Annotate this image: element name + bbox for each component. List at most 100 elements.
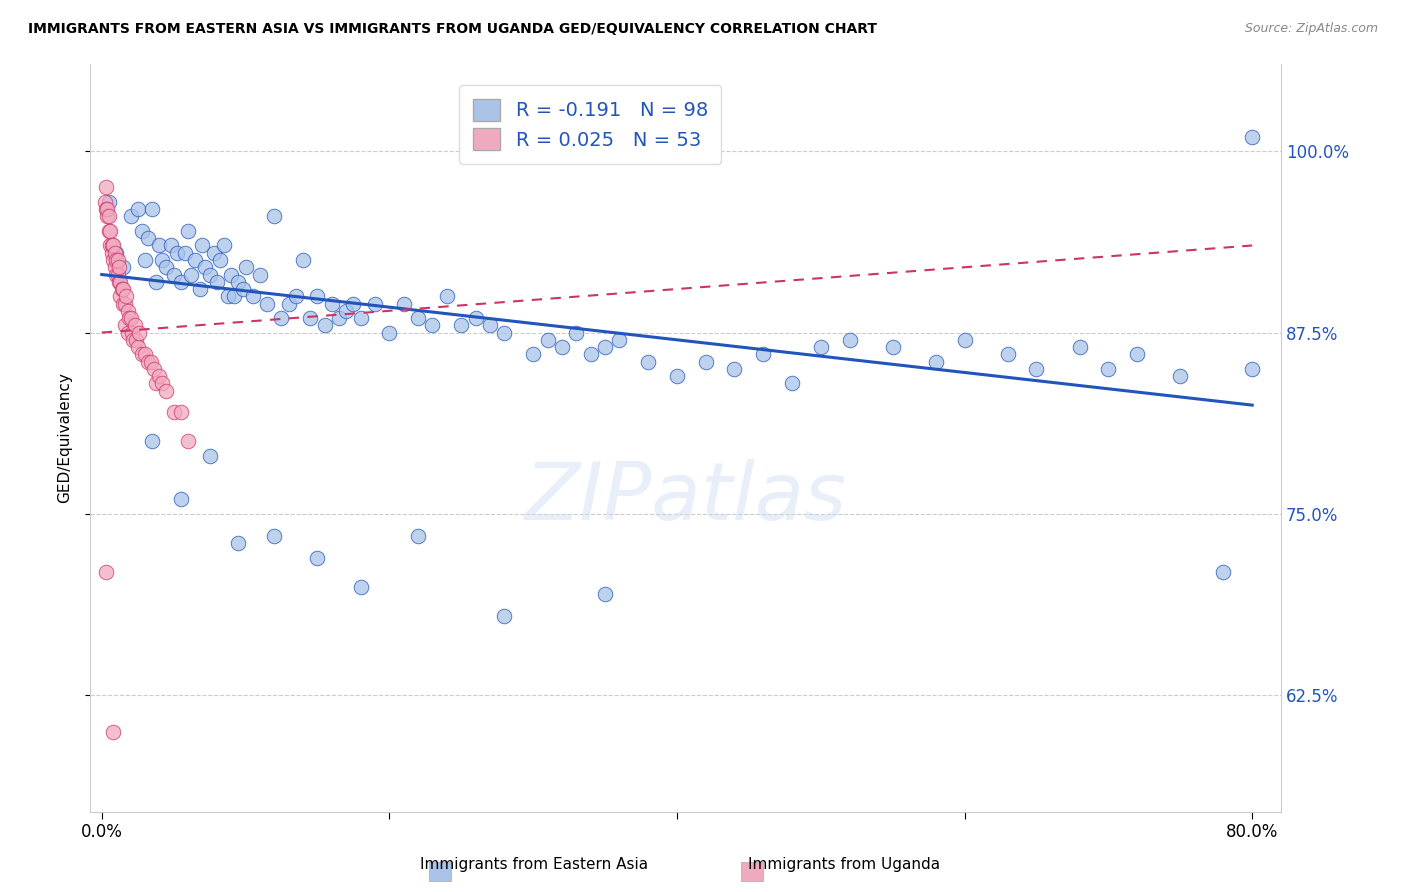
Point bbox=[695, 354, 717, 368]
Point bbox=[810, 340, 832, 354]
Point bbox=[155, 260, 177, 275]
Point bbox=[104, 245, 127, 260]
Point bbox=[103, 238, 125, 252]
Point bbox=[202, 245, 225, 260]
Point bbox=[242, 289, 264, 303]
Text: IMMIGRANTS FROM EASTERN ASIA VS IMMIGRANTS FROM UGANDA GED/EQUIVALENCY CORRELATI: IMMIGRANTS FROM EASTERN ASIA VS IMMIGRAN… bbox=[28, 22, 877, 37]
Point bbox=[953, 333, 976, 347]
Point bbox=[141, 202, 163, 217]
Point bbox=[115, 289, 138, 303]
Point bbox=[112, 260, 135, 275]
Point bbox=[882, 340, 904, 354]
Point bbox=[378, 326, 401, 340]
Point bbox=[117, 303, 139, 318]
Point bbox=[292, 252, 315, 267]
Point bbox=[110, 289, 132, 303]
Point bbox=[222, 289, 245, 303]
Point bbox=[637, 354, 659, 368]
Point bbox=[1025, 362, 1047, 376]
Point bbox=[335, 303, 357, 318]
Point bbox=[105, 252, 128, 267]
Point bbox=[342, 296, 364, 310]
Point bbox=[96, 202, 118, 217]
Point bbox=[1069, 340, 1091, 354]
Point bbox=[392, 296, 415, 310]
Point bbox=[217, 289, 239, 303]
Point bbox=[177, 224, 200, 238]
Point bbox=[125, 333, 148, 347]
Point bbox=[150, 252, 173, 267]
Point bbox=[249, 268, 271, 282]
Point bbox=[142, 362, 165, 376]
Text: Source: ZipAtlas.com: Source: ZipAtlas.com bbox=[1244, 22, 1378, 36]
Point bbox=[997, 347, 1019, 361]
Point bbox=[111, 282, 134, 296]
Point bbox=[105, 268, 128, 282]
Text: Immigrants from Eastern Asia: Immigrants from Eastern Asia bbox=[420, 857, 648, 872]
Point bbox=[136, 231, 159, 245]
Point bbox=[328, 311, 350, 326]
Point bbox=[174, 245, 197, 260]
Point bbox=[1241, 362, 1264, 376]
Point bbox=[307, 550, 329, 565]
Point bbox=[1126, 347, 1149, 361]
Point bbox=[128, 326, 150, 340]
Point bbox=[139, 354, 162, 368]
Text: ZIPatlas: ZIPatlas bbox=[524, 458, 846, 537]
Point bbox=[536, 333, 558, 347]
Point bbox=[114, 318, 136, 333]
Point bbox=[228, 275, 250, 289]
Point bbox=[98, 238, 121, 252]
Point bbox=[97, 194, 120, 209]
Point bbox=[107, 268, 129, 282]
Point bbox=[94, 202, 117, 217]
Point bbox=[277, 296, 299, 310]
Point bbox=[105, 245, 128, 260]
Point bbox=[198, 268, 221, 282]
Point bbox=[191, 238, 214, 252]
Point bbox=[94, 180, 117, 194]
Point bbox=[131, 224, 153, 238]
Point bbox=[94, 565, 117, 579]
Point bbox=[464, 311, 486, 326]
Point bbox=[131, 347, 153, 361]
Point bbox=[299, 311, 322, 326]
Point bbox=[107, 252, 129, 267]
Point bbox=[150, 376, 173, 391]
Point bbox=[166, 245, 188, 260]
Point bbox=[780, 376, 803, 391]
Point bbox=[163, 405, 186, 419]
Point bbox=[494, 608, 516, 623]
Point bbox=[110, 275, 132, 289]
Point bbox=[593, 587, 616, 601]
Point bbox=[925, 354, 948, 368]
Point bbox=[170, 492, 193, 507]
Point bbox=[170, 405, 193, 419]
Point bbox=[98, 224, 121, 238]
Point bbox=[1168, 369, 1191, 384]
Point bbox=[270, 311, 292, 326]
Point bbox=[551, 340, 574, 354]
Point bbox=[188, 282, 211, 296]
Point bbox=[1097, 362, 1119, 376]
Point bbox=[436, 289, 458, 303]
Point bbox=[205, 275, 228, 289]
Point bbox=[219, 268, 242, 282]
Point bbox=[108, 260, 131, 275]
Point bbox=[97, 224, 120, 238]
Y-axis label: GED/Equivalency: GED/Equivalency bbox=[58, 372, 72, 503]
Point bbox=[349, 311, 371, 326]
Point bbox=[1212, 565, 1234, 579]
Point bbox=[122, 333, 145, 347]
Point bbox=[565, 326, 588, 340]
Point bbox=[120, 311, 142, 326]
Point bbox=[124, 318, 146, 333]
Point bbox=[235, 260, 257, 275]
Point bbox=[108, 275, 131, 289]
Point bbox=[406, 311, 429, 326]
Point bbox=[127, 340, 149, 354]
Point bbox=[665, 369, 688, 384]
Point bbox=[263, 529, 285, 543]
Point bbox=[349, 580, 371, 594]
Point bbox=[314, 318, 336, 333]
